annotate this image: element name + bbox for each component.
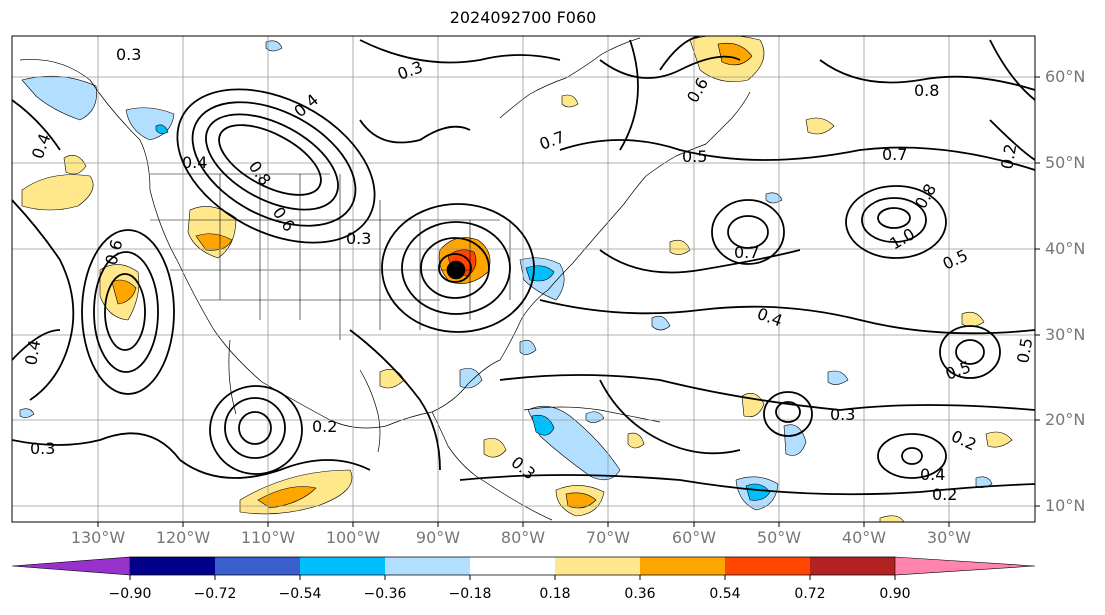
contour-label: 0.2 [932, 485, 957, 504]
colorbar-segment [640, 557, 725, 575]
contour-label: 0.2 [997, 142, 1020, 170]
colorbar-tick-label: 0.54 [709, 586, 741, 602]
contour-label: 0.4 [21, 338, 44, 366]
contour-label: 0.3 [30, 439, 55, 458]
colorbar-segment [725, 557, 810, 575]
colorbar-tick-label: −0.36 [363, 586, 407, 602]
contour-label: 0.5 [1013, 336, 1036, 364]
colorbar-segment [555, 557, 640, 575]
lon-label: 30°W [926, 528, 972, 547]
coastlines [19, 37, 751, 521]
colorbar-tick-label: 0.72 [794, 586, 826, 602]
lon-label: 120°W [155, 528, 211, 547]
colorbar [11, 556, 1036, 580]
colorbar-segment [470, 557, 555, 575]
lat-label: 50°N [1045, 153, 1086, 172]
colorbar-segment [810, 557, 895, 575]
lat-label: 30°N [1045, 325, 1086, 344]
colorbar-tick-label: −0.90 [108, 586, 152, 602]
lon-label: 110°W [240, 528, 296, 547]
colorbar-segment [130, 557, 215, 575]
map-title: 2024092700 F060 [449, 8, 597, 27]
lat-label: 20°N [1045, 410, 1086, 429]
lon-label: 60°W [671, 528, 717, 547]
contour-label: 0.4 [920, 465, 945, 484]
colorbar-segment [215, 557, 300, 575]
lat-label: 60°N [1045, 67, 1086, 86]
colorbar-segment [385, 557, 470, 575]
lon-label: 80°W [500, 528, 546, 547]
colorbar-tick-label: −0.54 [278, 586, 322, 602]
colorbar-tick-label: −0.18 [448, 586, 492, 602]
colorbar-tick-label: 0.18 [539, 586, 571, 602]
contour-label: 0.4 [182, 153, 207, 172]
lat-label: 10°N [1045, 496, 1086, 515]
colorbar-segment-lowest [11, 556, 131, 576]
contour-label: 0.3 [346, 229, 371, 248]
contour-label: 0.7 [882, 145, 907, 164]
lon-label: 90°W [415, 528, 461, 547]
lon-label: 40°W [841, 528, 887, 547]
contour-label: 0.3 [116, 45, 141, 64]
contour-label: 0.3 [830, 405, 855, 424]
lon-label: 50°W [756, 528, 802, 547]
contour-label: 0.5 [682, 147, 707, 166]
lon-label: 100°W [325, 528, 381, 547]
contour-label-layer: 0.3 0.3 0.4 0.4 0.8 0.6 0.3 0.6 0.7 0.5 … [21, 45, 1036, 504]
lon-label: 70°W [585, 528, 631, 547]
colorbar-tick-label: 0.90 [879, 586, 911, 602]
colorbar-segment-highest [894, 556, 1036, 576]
contour-label: 0.8 [914, 81, 939, 100]
map-content: 0.3 0.3 0.4 0.4 0.8 0.6 0.3 0.6 0.7 0.5 … [12, 36, 1036, 522]
lat-label: 40°N [1045, 239, 1086, 258]
colorbar-segment [300, 557, 385, 575]
contour-label: 0.7 [734, 243, 759, 262]
axis-ticks [97, 76, 1040, 527]
colorbar-tick-label: −0.72 [193, 586, 237, 602]
contour-lines [12, 36, 1035, 496]
colorbar-tick-label: 0.36 [624, 586, 656, 602]
contour-label: 0.2 [312, 417, 337, 436]
lon-label: 130°W [70, 528, 126, 547]
